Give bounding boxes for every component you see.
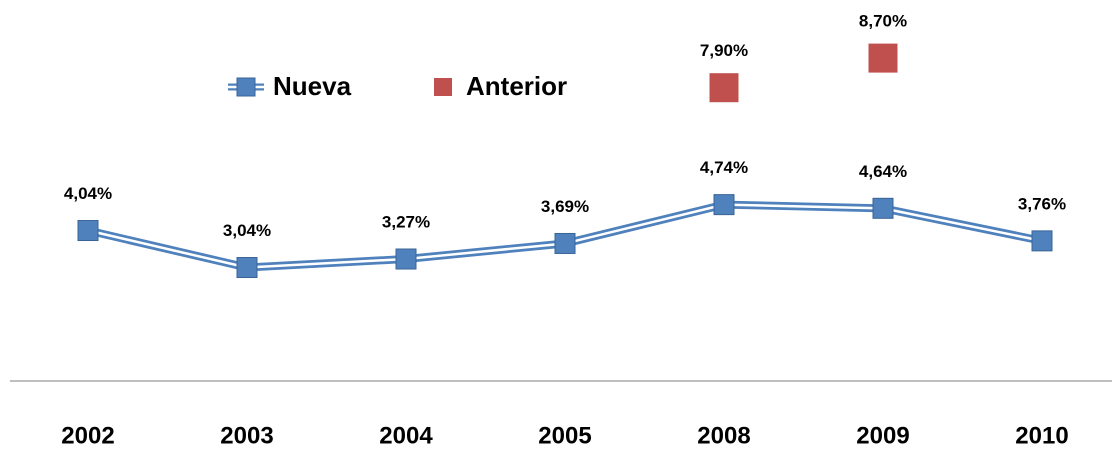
point-marker [1031, 230, 1053, 252]
point-marker [713, 194, 735, 216]
point-marker [554, 232, 576, 254]
data-label: 4,64% [859, 162, 907, 181]
legend-label: Anterior [466, 71, 567, 101]
data-label: 3,04% [223, 221, 271, 240]
legend-label: Nueva [273, 71, 352, 101]
data-label: 4,74% [700, 158, 748, 177]
x-tick-label: 2004 [379, 422, 433, 449]
legend-marker [434, 78, 452, 96]
data-label: 3,27% [382, 212, 430, 231]
data-label: 4,04% [64, 184, 112, 203]
point-marker [868, 43, 898, 73]
x-tick-label: 2010 [1015, 422, 1068, 449]
x-tick-label: 2009 [856, 422, 909, 449]
point-marker [77, 220, 99, 242]
x-tick-label: 2008 [697, 422, 750, 449]
x-tick-label: 2002 [61, 422, 114, 449]
data-label: 3,69% [541, 197, 589, 216]
point-marker [395, 248, 417, 270]
point-marker [709, 73, 739, 103]
point-marker [236, 257, 258, 279]
data-label: 8,70% [859, 12, 907, 31]
x-tick-label: 2005 [538, 422, 591, 449]
data-label: 7,90% [700, 41, 748, 60]
legend-marker [236, 77, 256, 97]
data-label: 3,76% [1018, 194, 1066, 213]
point-marker [872, 197, 894, 219]
x-tick-label: 2003 [220, 422, 273, 449]
